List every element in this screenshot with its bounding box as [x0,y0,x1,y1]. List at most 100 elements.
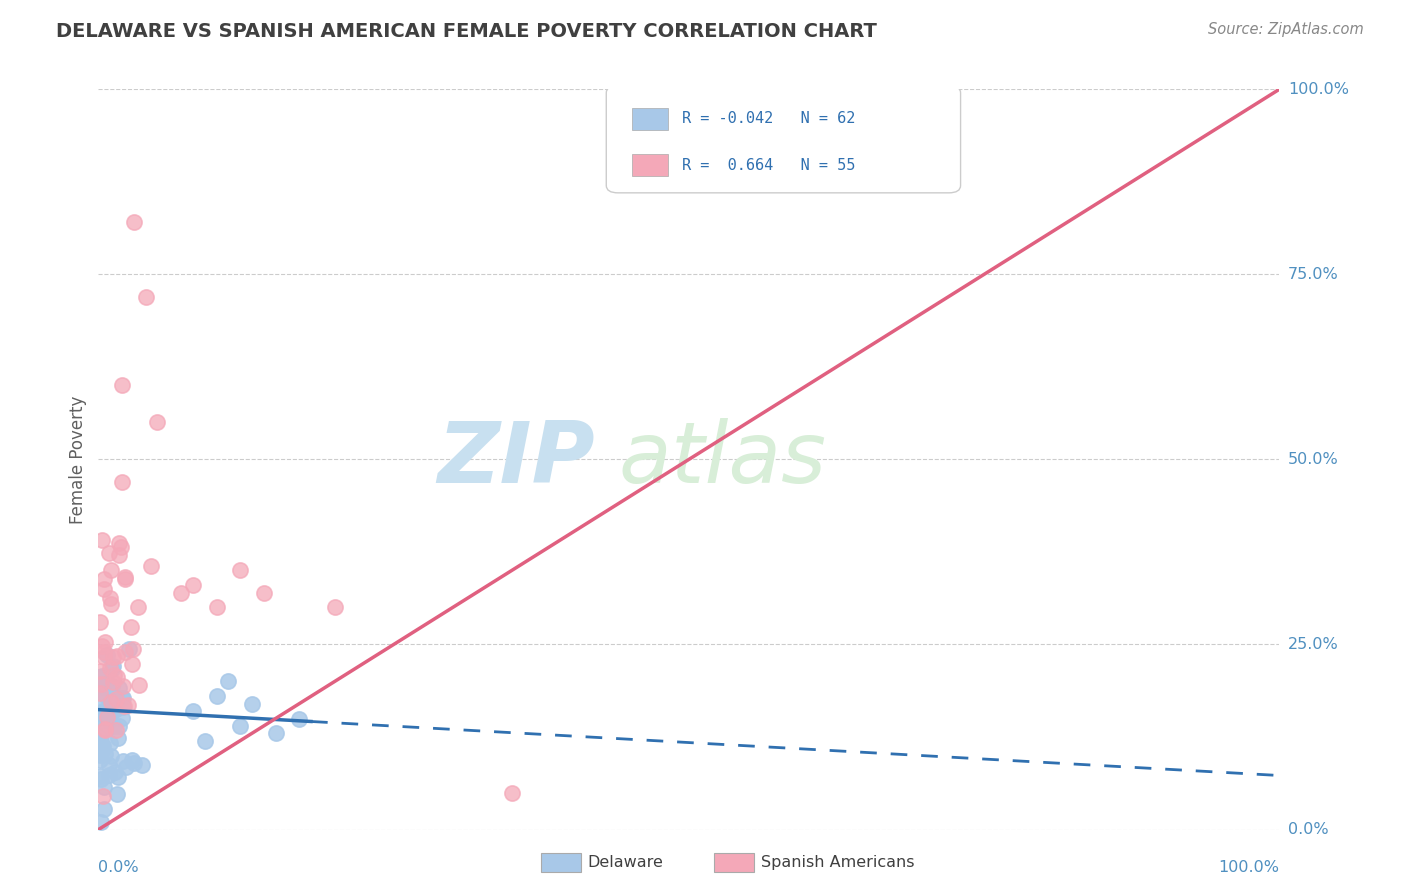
Point [112,754,135,768]
Point [114,645,136,659]
Point [100,695,122,709]
Text: R = -0.042   N = 62: R = -0.042 N = 62 [682,112,855,127]
Point [100,597,122,611]
Point [121,657,143,672]
Point [89,692,111,706]
Point [89,664,111,678]
Point [146,415,169,429]
Point [94,634,117,648]
Point [118,642,141,657]
Point [96,678,118,692]
Point [94,688,117,702]
FancyBboxPatch shape [633,154,668,177]
Point [93,780,115,794]
Point [229,719,252,733]
Text: ZIP: ZIP [437,417,595,501]
Point [91,789,114,803]
Text: 100.0%: 100.0% [1219,860,1279,875]
Point [114,570,136,584]
Point [89,747,111,762]
Point [112,679,135,693]
Point [127,600,149,615]
Point [194,733,217,747]
Point [117,698,139,713]
Point [90,736,112,750]
Text: atlas: atlas [619,417,827,501]
Point [93,572,115,586]
Point [101,705,124,719]
Point [120,620,142,634]
Text: 0.0%: 0.0% [98,860,139,875]
Point [93,747,115,761]
Text: 50.0%: 50.0% [1288,452,1339,467]
Point [93,802,115,816]
Point [122,642,145,657]
Point [111,378,134,392]
Point [122,756,145,770]
Text: Spanish Americans: Spanish Americans [761,855,914,870]
Point [94,723,117,737]
Point [114,699,136,714]
Point [108,536,131,550]
Point [93,645,115,659]
Text: DELAWARE VS SPANISH AMERICAN FEMALE POVERTY CORRELATION CHART: DELAWARE VS SPANISH AMERICAN FEMALE POVE… [56,22,877,41]
Point [107,549,129,563]
Point [111,690,134,705]
Point [93,650,115,665]
Point [98,698,121,713]
Point [101,674,124,689]
Point [128,678,150,692]
Point [103,688,125,702]
Point [111,475,134,489]
Point [141,559,163,574]
Point [114,573,136,587]
Point [89,710,111,724]
Point [89,686,111,700]
Point [107,681,129,695]
Point [103,668,125,682]
Point [205,600,228,615]
Point [97,757,120,772]
Point [240,697,263,711]
Point [89,769,111,783]
Point [90,772,112,786]
Point [97,767,120,781]
Point [131,758,153,772]
Point [90,714,112,728]
Y-axis label: Female Poverty: Female Poverty [69,395,87,524]
Point [105,702,128,716]
Point [229,564,252,578]
Point [89,730,111,744]
Point [217,674,239,689]
Point [107,771,129,785]
Point [101,658,124,673]
Point [94,680,117,694]
Point [90,815,112,830]
Point [93,707,115,722]
Point [104,764,127,779]
Point [98,736,121,750]
Point [121,752,143,766]
Point [93,582,115,596]
Point [90,669,112,683]
Point [91,533,114,547]
Point [90,639,112,653]
Point [323,600,346,615]
Point [105,648,128,663]
Point [101,679,124,693]
Point [105,723,128,738]
Point [170,585,193,599]
FancyBboxPatch shape [633,108,668,130]
Point [111,700,134,714]
Point [97,702,120,716]
Text: Source: ZipAtlas.com: Source: ZipAtlas.com [1208,22,1364,37]
Point [181,704,204,718]
Point [96,648,118,662]
Point [205,690,228,704]
Point [264,726,287,740]
Point [89,753,111,767]
Point [89,615,111,629]
Point [103,719,125,733]
Point [89,670,111,684]
Point [97,713,120,727]
